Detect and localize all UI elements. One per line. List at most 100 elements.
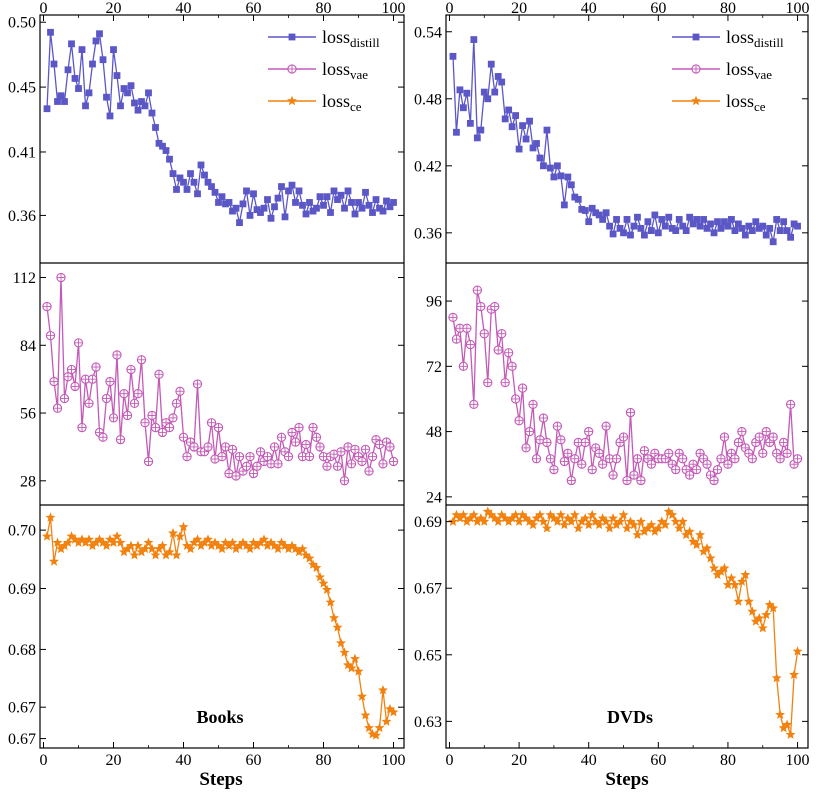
data-point (308, 422, 318, 433)
data-point (497, 329, 507, 339)
data-point (341, 204, 348, 212)
data-point (672, 227, 680, 235)
data-point (794, 222, 801, 230)
data-point (634, 213, 641, 221)
data-point (166, 155, 173, 163)
data-point (357, 456, 367, 467)
data-point (217, 451, 227, 462)
y-tick-label: 0.69 (414, 514, 442, 531)
dvds-subplot-label: DVDs (607, 707, 653, 727)
data-point (213, 422, 224, 433)
data-point (295, 187, 303, 195)
data-point (253, 206, 261, 214)
data-point (388, 456, 399, 467)
data-point (679, 222, 687, 230)
y-tick-label: 0.69 (8, 581, 36, 598)
series-line (46, 276, 395, 482)
y-tick-label: 96 (426, 294, 442, 311)
data-point (599, 216, 607, 223)
data-point (693, 216, 701, 223)
data-point (515, 145, 523, 153)
data-point (208, 183, 215, 190)
chart-frame-books (39, 14, 405, 749)
data-point (294, 422, 304, 433)
data-point (152, 124, 159, 131)
data-point (229, 207, 236, 215)
data-point (505, 106, 513, 114)
data-point (675, 216, 683, 223)
data-point (70, 381, 80, 392)
data-point (201, 171, 208, 179)
legend-label: lossvae (322, 59, 368, 82)
data-point (334, 196, 341, 203)
series-line (452, 511, 799, 736)
data-point (180, 178, 187, 186)
y-tick-label: 72 (426, 359, 442, 376)
data-point (743, 596, 754, 606)
data-point (630, 222, 638, 230)
data-point (91, 362, 101, 372)
data-point (491, 88, 499, 96)
data-point (155, 139, 163, 147)
data-point (348, 199, 355, 206)
data-point (323, 193, 331, 201)
data-point (330, 187, 338, 195)
data-point (547, 164, 554, 172)
data-point (59, 393, 70, 404)
data-point (64, 66, 72, 74)
y-tick-label: 0.42 (414, 158, 442, 175)
y-tick-label: 28 (20, 473, 36, 490)
series-distill-dvds (449, 36, 801, 246)
data-point (346, 459, 357, 469)
data-point (306, 199, 313, 206)
data-point (456, 86, 464, 94)
data-point (710, 229, 718, 237)
x-tick-label-top: 60 (246, 0, 262, 17)
data-point (358, 204, 366, 212)
data-point (344, 187, 352, 195)
data-point (197, 161, 205, 169)
y-tick-label: 0.36 (414, 225, 442, 242)
data-point (119, 389, 129, 399)
x-tick-label-top: 100 (382, 0, 406, 17)
data-point (337, 191, 345, 199)
data-point (703, 224, 711, 232)
data-point (470, 36, 478, 43)
data-point (783, 227, 791, 235)
data-point (519, 122, 526, 129)
books-x-axis-label: Steps (199, 769, 242, 790)
data-point (127, 82, 135, 90)
legend-dvds: lossdistill lossvae lossce (672, 27, 784, 114)
data-point (550, 173, 558, 181)
data-point (776, 227, 784, 235)
data-point (147, 410, 157, 421)
data-point (386, 203, 394, 211)
data-point (618, 432, 629, 442)
data-point (636, 475, 646, 486)
data-point (646, 459, 657, 469)
data-point (372, 196, 380, 203)
data-point (556, 435, 566, 445)
data-point (758, 448, 768, 458)
data-point (211, 188, 219, 196)
data-point (150, 550, 161, 560)
data-point (315, 442, 325, 452)
data-point (524, 426, 535, 437)
data-point (57, 92, 65, 100)
data-point (658, 216, 666, 223)
data-point (759, 222, 767, 230)
y-tick-label: 0.68 (8, 642, 36, 659)
data-point (182, 451, 192, 462)
data-point (42, 301, 52, 312)
data-point (559, 456, 569, 467)
data-point (350, 444, 360, 454)
data-point (733, 596, 744, 606)
data-point (42, 531, 52, 541)
data-point (176, 174, 184, 182)
data-point (601, 421, 611, 431)
legend-label: lossce (726, 91, 766, 114)
data-point (262, 451, 273, 462)
data-point (700, 216, 707, 223)
data-point (89, 60, 96, 68)
data-point (106, 112, 114, 120)
